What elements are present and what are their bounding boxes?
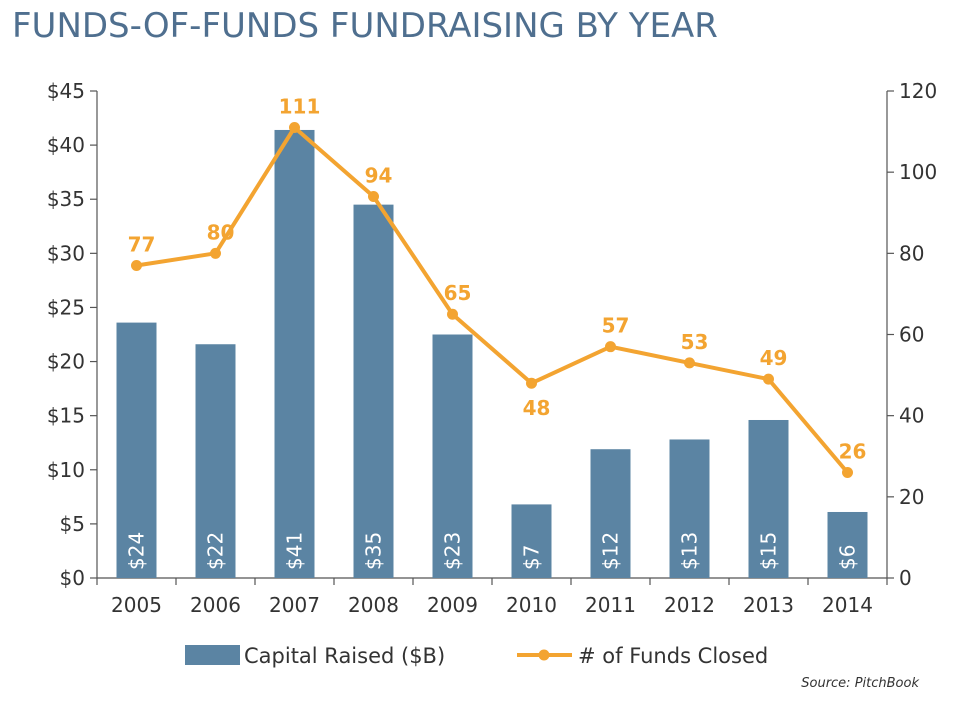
- bar: [116, 322, 157, 578]
- bar: [353, 204, 394, 578]
- x-tick-label: 2011: [585, 593, 636, 617]
- y-left-tick-label: $25: [47, 295, 85, 319]
- line-point-label: 80: [207, 220, 235, 244]
- y-left-tick-label: $5: [60, 512, 85, 536]
- line-point: [684, 357, 695, 369]
- bar-value-label: $15: [757, 532, 781, 570]
- x-tick-label: 2014: [822, 593, 873, 617]
- bar-value-label: $35: [362, 532, 386, 570]
- y-left-tick-label: $0: [60, 566, 85, 590]
- x-tick-label: 2012: [664, 593, 715, 617]
- line-point: [368, 191, 379, 203]
- line-point-label: 26: [839, 439, 867, 463]
- bar-value-label: $6: [836, 545, 860, 570]
- line-point-label: 65: [444, 281, 472, 305]
- y-right-tick-label: 0: [899, 566, 912, 590]
- y-right-tick-label: 120: [899, 79, 937, 103]
- line-point: [763, 373, 774, 385]
- line-point: [447, 308, 458, 320]
- bar: [827, 511, 868, 578]
- legend-label-bar: Capital Raised ($B): [244, 644, 445, 668]
- line-point-label: 49: [760, 346, 788, 370]
- line-point: [526, 377, 537, 389]
- x-tick-label: 2005: [111, 593, 162, 617]
- chart-title: FUNDS-OF-FUNDS FUNDRAISING BY YEAR: [12, 6, 718, 46]
- y-left-tick-label: $15: [47, 404, 85, 428]
- y-left-tick-label: $30: [47, 241, 85, 265]
- line-point-label: 77: [128, 233, 156, 257]
- bar-value-label: $7: [520, 545, 544, 570]
- y-left-tick-label: $45: [47, 79, 85, 103]
- y-left-tick-label: $35: [47, 187, 85, 211]
- bar: [195, 344, 236, 578]
- source-note: Source: PitchBook: [801, 676, 919, 691]
- y-right-tick-label: 100: [899, 160, 937, 184]
- x-tick-label: 2010: [506, 593, 557, 617]
- bar-value-label: $41: [283, 532, 307, 570]
- line-point: [210, 247, 221, 259]
- x-tick-label: 2013: [743, 593, 794, 617]
- bar: [590, 449, 631, 578]
- bar: [274, 129, 315, 578]
- bar: [748, 419, 789, 578]
- legend-label-line: # of Funds Closed: [578, 644, 768, 668]
- bar-value-label: $22: [204, 532, 228, 570]
- line-point-label: 94: [365, 164, 393, 188]
- x-tick-label: 2007: [269, 593, 320, 617]
- bar-value-label: $13: [678, 532, 702, 570]
- line-point-label: 57: [602, 314, 630, 338]
- y-left-tick-label: $20: [47, 350, 85, 374]
- y-right-tick-label: 20: [899, 485, 924, 509]
- line-point: [605, 341, 616, 353]
- bar: [669, 439, 710, 578]
- x-tick-label: 2009: [427, 593, 478, 617]
- bar-value-label: $12: [599, 532, 623, 570]
- x-tick-label: 2008: [348, 593, 399, 617]
- line-point: [842, 466, 853, 478]
- bar: [432, 334, 473, 578]
- bar: [511, 504, 552, 578]
- x-tick-label: 2006: [190, 593, 241, 617]
- y-right-tick-label: 80: [899, 241, 924, 265]
- y-right-tick-label: 40: [899, 404, 924, 428]
- line-point-label: 111: [279, 95, 321, 119]
- line-point-label: 53: [681, 330, 709, 354]
- bar-value-label: $23: [441, 532, 465, 570]
- y-left-tick-label: $40: [47, 133, 85, 157]
- funds-closed-line: [136, 125, 850, 474]
- line-point-label: 48: [523, 396, 551, 420]
- line-point: [131, 260, 142, 272]
- y-right-tick-label: 60: [899, 323, 924, 347]
- line-point: [289, 122, 300, 134]
- legend-swatch-bar: [185, 645, 240, 665]
- y-left-tick-label: $10: [47, 458, 85, 482]
- legend-swatch-line-marker: [538, 649, 550, 661]
- bar-value-label: $24: [125, 532, 149, 570]
